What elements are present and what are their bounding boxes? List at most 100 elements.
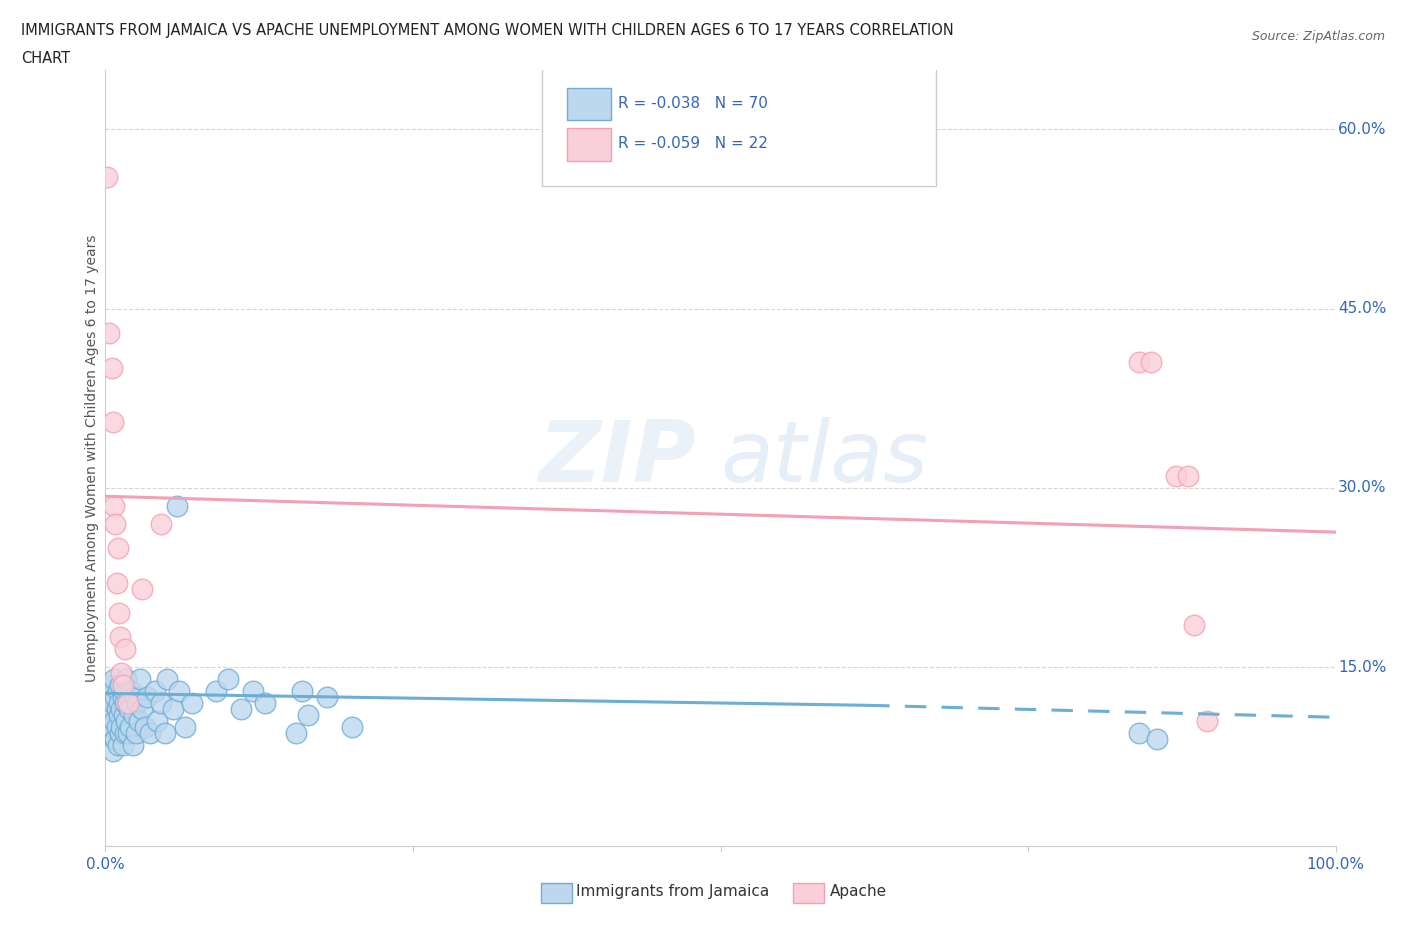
Point [149, 696, 172, 711]
Point [1128, 355, 1150, 370]
Point [111, 689, 134, 704]
Point [169, 684, 191, 698]
Point [101, 415, 124, 430]
Point [1195, 713, 1218, 728]
Point [1128, 725, 1150, 740]
Point [117, 696, 139, 711]
Point [104, 689, 127, 704]
Point [121, 737, 143, 752]
Point [162, 701, 184, 716]
Point [138, 725, 162, 740]
Text: 60.0%: 60.0% [1339, 122, 1386, 137]
Text: Apache: Apache [830, 884, 887, 899]
Point [107, 737, 129, 752]
Point [174, 720, 197, 735]
Point [156, 671, 179, 686]
Point [100, 720, 122, 735]
Point [98, 689, 122, 704]
Text: 30.0%: 30.0% [1339, 481, 1386, 496]
Text: 15.0%: 15.0% [1339, 659, 1386, 674]
Point [103, 498, 125, 513]
Point [128, 713, 150, 728]
Point [98, 684, 121, 698]
Point [149, 516, 172, 531]
Point [180, 696, 202, 711]
Point [104, 516, 127, 531]
Point [120, 684, 142, 698]
Point [105, 701, 128, 716]
Text: R = -0.038   N = 70: R = -0.038 N = 70 [619, 96, 768, 111]
FancyBboxPatch shape [567, 128, 612, 161]
Point [125, 725, 148, 740]
Point [110, 725, 132, 740]
Point [146, 713, 169, 728]
FancyBboxPatch shape [543, 66, 936, 186]
Point [122, 708, 145, 723]
FancyBboxPatch shape [567, 87, 612, 120]
Point [340, 720, 363, 735]
Point [96, 170, 118, 185]
Point [110, 720, 132, 735]
Point [297, 708, 319, 723]
Point [108, 708, 131, 723]
Text: 45.0%: 45.0% [1339, 301, 1386, 316]
Point [131, 701, 153, 716]
Point [291, 684, 314, 698]
Point [110, 678, 132, 693]
Point [105, 576, 128, 591]
Point [218, 671, 240, 686]
Point [129, 671, 152, 686]
Point [285, 725, 308, 740]
Point [153, 725, 176, 740]
Point [1164, 469, 1187, 484]
Point [131, 582, 153, 597]
Point [112, 684, 135, 698]
Text: atlas: atlas [721, 417, 928, 499]
Point [111, 678, 134, 693]
Point [104, 731, 127, 746]
Point [166, 498, 188, 513]
Point [115, 713, 138, 728]
Y-axis label: Unemployment Among Women with Children Ages 6 to 17 years: Unemployment Among Women with Children A… [86, 234, 100, 682]
Point [110, 630, 132, 644]
Point [100, 678, 122, 693]
Text: CHART: CHART [21, 51, 70, 66]
Point [110, 666, 132, 681]
Text: Immigrants from Jamaica: Immigrants from Jamaica [576, 884, 769, 899]
Point [103, 713, 125, 728]
Text: R = -0.059   N = 22: R = -0.059 N = 22 [619, 136, 768, 151]
Text: ZIP: ZIP [538, 417, 696, 499]
Point [101, 696, 124, 711]
Text: Source: ZipAtlas.com: Source: ZipAtlas.com [1251, 30, 1385, 43]
Point [120, 720, 141, 735]
Point [124, 689, 146, 704]
Point [97, 701, 120, 716]
Point [108, 696, 131, 711]
Point [107, 684, 129, 698]
Point [112, 708, 135, 723]
Point [96, 696, 118, 711]
Point [111, 737, 134, 752]
Point [1140, 355, 1163, 370]
Point [254, 696, 277, 711]
Point [134, 720, 156, 735]
Point [242, 684, 264, 698]
Point [114, 642, 136, 657]
Point [115, 671, 138, 686]
Point [108, 606, 131, 621]
Point [205, 684, 228, 698]
Point [1182, 618, 1205, 632]
Point [98, 725, 122, 740]
Point [101, 743, 124, 758]
Point [315, 689, 337, 704]
Point [136, 689, 159, 704]
Point [98, 326, 121, 340]
Point [143, 684, 166, 698]
Point [1146, 731, 1168, 746]
Point [105, 720, 128, 735]
Point [114, 725, 136, 740]
Text: IMMIGRANTS FROM JAMAICA VS APACHE UNEMPLOYMENT AMONG WOMEN WITH CHILDREN AGES 6 : IMMIGRANTS FROM JAMAICA VS APACHE UNEMPL… [21, 23, 953, 38]
Point [98, 708, 121, 723]
Point [107, 540, 129, 555]
Point [117, 696, 139, 711]
